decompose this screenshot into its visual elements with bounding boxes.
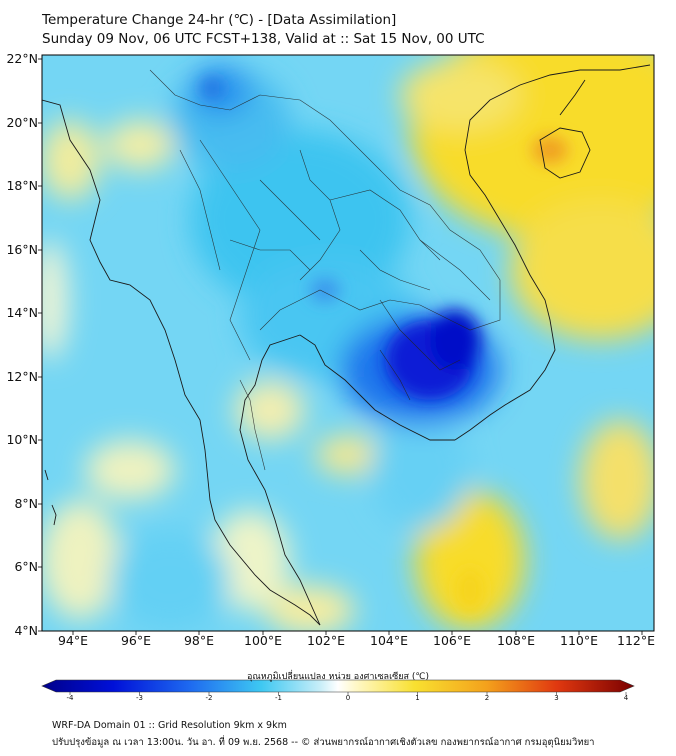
lon-label: 96°E xyxy=(120,633,152,648)
footer-model-info: WRF-DA Domain 01 :: Grid Resolution 9km … xyxy=(52,720,287,731)
lon-label: 100°E xyxy=(243,633,283,648)
coastlines xyxy=(42,64,651,626)
grid-ticks xyxy=(38,58,643,635)
lon-label: 106°E xyxy=(432,633,472,648)
footer-credit: ปรับปรุงข้อมูล ณ เวลา 13:00น. วัน อา. ที… xyxy=(52,737,595,748)
colorbar-tick-label: 0 xyxy=(345,694,351,702)
colorbar-tick-label: 1 xyxy=(415,694,420,702)
map-subtitle: Sunday 09 Nov, 06 UTC FCST+138, Valid at… xyxy=(42,31,485,47)
map-title: Temperature Change 24-hr (℃) - [Data Ass… xyxy=(42,12,397,28)
colorbar-tick-label: 2 xyxy=(484,694,490,702)
lon-label: 94°E xyxy=(57,633,89,648)
lon-label: 108°E xyxy=(496,633,536,648)
lat-label: 12°N xyxy=(6,369,38,384)
colorbar-tick-label: 4 xyxy=(623,694,629,702)
lat-label: 20°N xyxy=(6,115,38,130)
lon-label: 112°E xyxy=(616,633,656,648)
colorbar-tick-label: -1 xyxy=(275,694,282,702)
lat-label: 6°N xyxy=(14,559,38,574)
lon-label: 110°E xyxy=(559,633,599,648)
lon-label: 98°E xyxy=(183,633,215,648)
lon-label: 104°E xyxy=(369,633,409,648)
colorbar-title: อุณหภูมิเปลี่ยนแปลง หน่วย องศาเซลเซียส (… xyxy=(246,672,430,682)
colorbar-tick-label: -3 xyxy=(136,694,143,702)
colorbar xyxy=(41,679,635,695)
lat-label: 14°N xyxy=(6,305,38,320)
colorbar-tick-label: 3 xyxy=(554,694,559,702)
lat-label: 8°N xyxy=(14,496,38,511)
lat-label: 22°N xyxy=(6,51,38,66)
colorbar-tick-label: -4 xyxy=(66,694,74,702)
colorbar-bar xyxy=(41,679,635,693)
lat-label: 16°N xyxy=(6,242,38,257)
plot-frame xyxy=(41,54,655,632)
admin-borders xyxy=(149,69,501,471)
temperature-field xyxy=(42,55,654,631)
colorbar-tick-label: -2 xyxy=(205,694,213,702)
lat-label: 10°N xyxy=(6,432,38,447)
lat-label: 18°N xyxy=(6,178,38,193)
lon-label: 102°E xyxy=(306,633,346,648)
lat-label: 4°N xyxy=(14,623,38,638)
